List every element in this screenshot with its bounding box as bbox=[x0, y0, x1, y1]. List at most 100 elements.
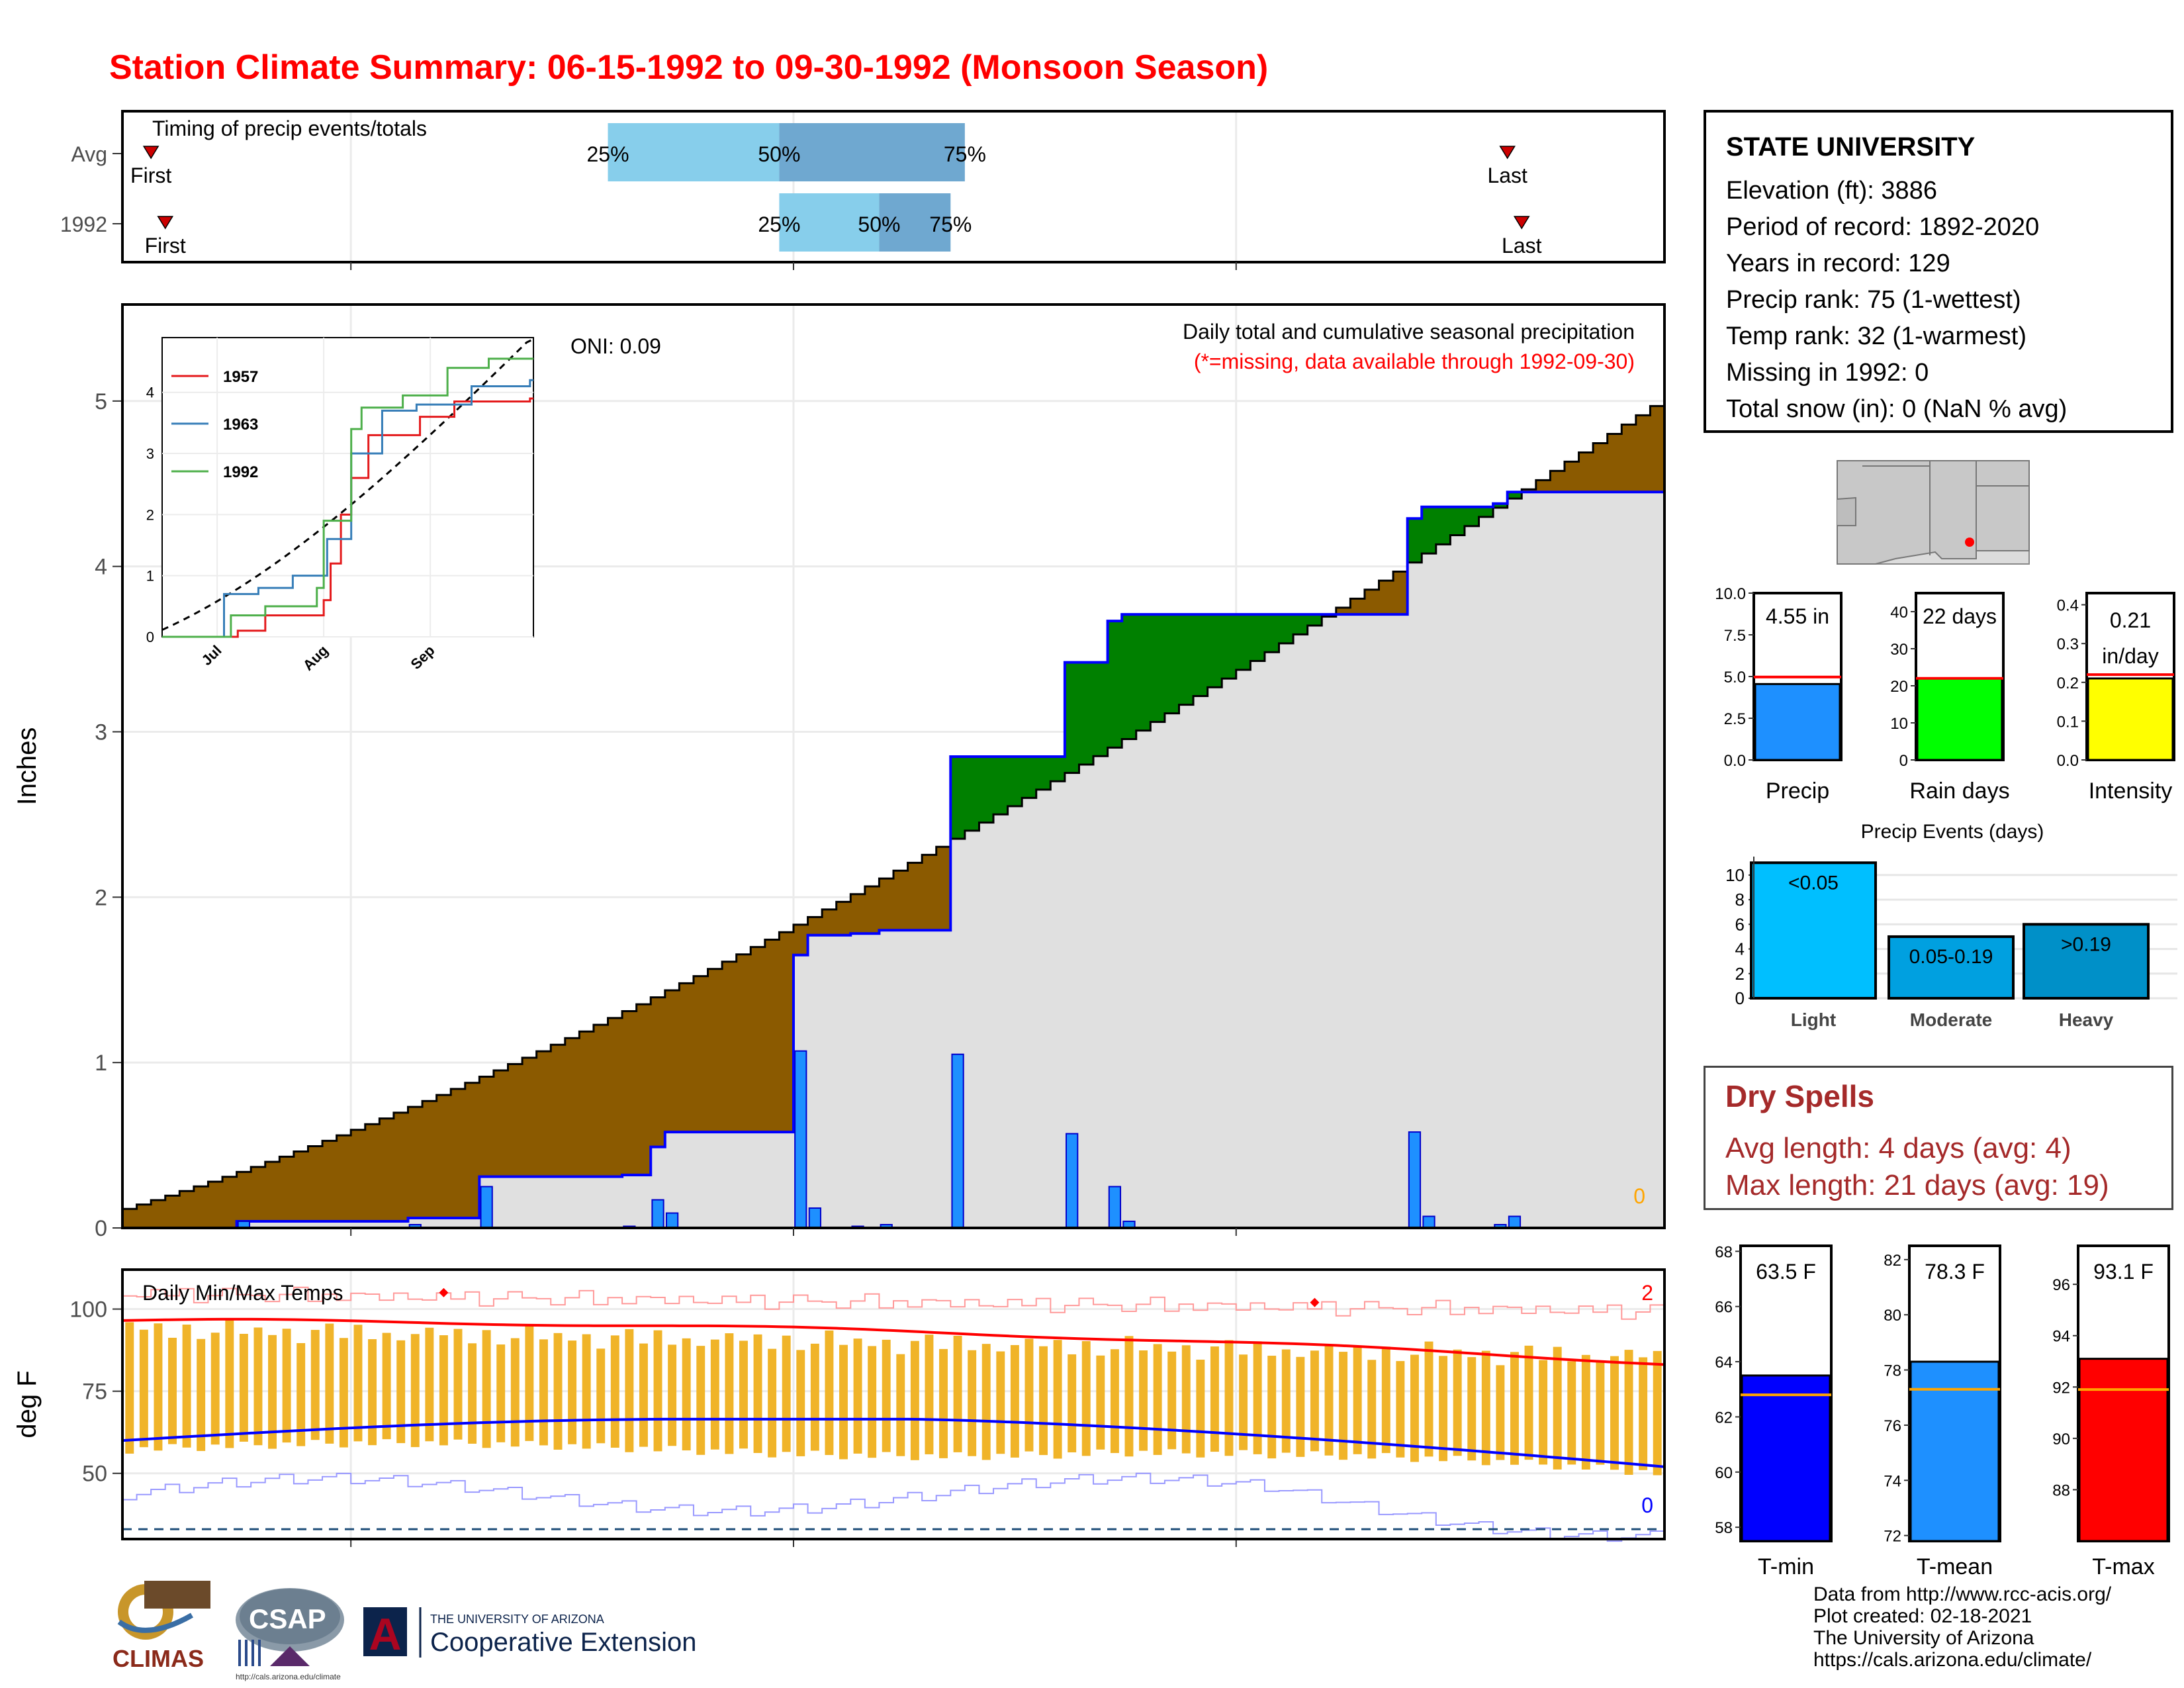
temp-record-max-line bbox=[122, 1286, 1664, 1320]
dry-spells-avg: Avg length: 4 days (avg: 4) bbox=[1725, 1132, 2071, 1164]
events-bar-range-heavy: >0.19 bbox=[2061, 933, 2111, 955]
temp-daily-bar bbox=[1096, 1355, 1105, 1450]
precip-above-avg-fill bbox=[950, 492, 1522, 839]
temp-daily-bar bbox=[1553, 1346, 1562, 1470]
temp-daily-bar bbox=[1024, 1338, 1034, 1452]
temp-daily-bar bbox=[696, 1346, 705, 1455]
temp-daily-bar bbox=[396, 1340, 406, 1444]
temp-daily-bar bbox=[1381, 1346, 1390, 1454]
temp-daily-bar bbox=[1210, 1346, 1219, 1452]
summary-tick-label: 40 bbox=[1890, 604, 1908, 622]
timing-frame bbox=[121, 110, 1666, 263]
events-bar-label-heavy: Heavy bbox=[2059, 1009, 2114, 1030]
temp-daily-bar bbox=[1081, 1341, 1091, 1456]
timing-last-marker bbox=[1513, 216, 1530, 230]
temp-daily-bar bbox=[1539, 1360, 1548, 1465]
credit-website: https://cals.arizona.edu/climate/ bbox=[1813, 1649, 2092, 1671]
timing-q50-label: 50% bbox=[758, 142, 800, 166]
temp-daily-bar bbox=[725, 1333, 734, 1454]
summary-bar-1 bbox=[1916, 677, 2003, 761]
temp-daily-bar bbox=[882, 1339, 891, 1452]
temp-daily-bar bbox=[925, 1335, 934, 1454]
temp-daily-bar bbox=[1010, 1344, 1019, 1458]
summary-bar-2 bbox=[2087, 677, 2174, 761]
summary-tick-label: 0.1 bbox=[2057, 713, 2079, 731]
temp-daily-bar bbox=[1267, 1356, 1277, 1459]
page-title: Station Climate Summary: 06-15-1992 to 0… bbox=[109, 48, 1269, 87]
inset-y-tick-label: 3 bbox=[146, 445, 154, 462]
tempbar-tick-label: 94 bbox=[2052, 1328, 2070, 1346]
inset-y-tick-label: 1 bbox=[146, 568, 154, 585]
station-period: Period of record: 1892-2020 bbox=[1726, 213, 2040, 241]
temp-daily-bar bbox=[896, 1354, 905, 1456]
temp-daily-bar bbox=[439, 1335, 448, 1446]
events-bar-moderate bbox=[1888, 935, 2015, 1000]
climas-logo: CLIMAS bbox=[113, 1581, 210, 1672]
summary-bar-0 bbox=[1754, 682, 1841, 761]
tempbar-tick-label: 96 bbox=[2052, 1276, 2070, 1294]
timing-bar-q25-q50 bbox=[779, 193, 880, 252]
summary-bar-label-0: Precip bbox=[1766, 778, 1829, 804]
temp-daily-bar bbox=[582, 1334, 591, 1449]
events-bar-range-light: <0.05 bbox=[1788, 872, 1839, 894]
temp-daily-bar bbox=[368, 1339, 377, 1446]
precip-y-tick-label: 0 bbox=[95, 1216, 107, 1241]
temp-daily-bar bbox=[1367, 1360, 1377, 1459]
temp-daily-bar bbox=[1424, 1341, 1433, 1457]
temp-daily-bar bbox=[1153, 1344, 1162, 1455]
precip-observed-area bbox=[122, 492, 1664, 1228]
tempbar-tick-label: 72 bbox=[1884, 1528, 1901, 1546]
tempbar-tick-label: 66 bbox=[1715, 1299, 1733, 1317]
inset-series-line-1957 bbox=[162, 397, 533, 638]
dry-spells-box: Dry Spells Avg length: 4 days (avg: 4) M… bbox=[1704, 1066, 2173, 1210]
credits: Data from http://www.rcc-acis.org/ Plot … bbox=[1813, 1583, 2111, 1671]
summary-tick-label: 30 bbox=[1890, 641, 1908, 659]
temp-daily-bar bbox=[282, 1329, 291, 1443]
temp-daily-bar bbox=[225, 1319, 234, 1448]
precip-y-axis-title: Inches bbox=[13, 727, 42, 806]
timing-bar-q25-q50 bbox=[608, 123, 780, 181]
temp-daily-bar bbox=[939, 1348, 948, 1458]
temp-daily-bar bbox=[968, 1350, 977, 1456]
tempbar-bar-0 bbox=[1741, 1374, 1831, 1542]
temp-daily-bar bbox=[1639, 1357, 1648, 1470]
precip-daily-bar bbox=[480, 1186, 493, 1229]
temp-daily-bar bbox=[596, 1348, 606, 1444]
station-missing: Missing in 1992: 0 bbox=[1726, 359, 1929, 387]
temp-daily-bar bbox=[296, 1342, 306, 1446]
temp-daily-bar bbox=[910, 1340, 919, 1460]
temp-daily-bar bbox=[168, 1337, 177, 1444]
precip-daily-bar bbox=[951, 1053, 964, 1229]
precip-oni-label: ONI: 0.09 bbox=[570, 334, 661, 358]
station-years: Years in record: 129 bbox=[1726, 250, 1950, 277]
precip-daily-bar bbox=[1422, 1215, 1435, 1229]
csap-url: http://cals.arizona.edu/climate bbox=[236, 1672, 341, 1681]
temp-daily-bar bbox=[182, 1324, 191, 1448]
inset-y-tick-label: 4 bbox=[146, 385, 154, 401]
temp-y-tick-label: 50 bbox=[82, 1462, 107, 1487]
timing-label: Timing of precip events/totals bbox=[152, 117, 427, 140]
summary-bar-label-1: Rain days bbox=[1909, 778, 2009, 804]
temp-daily-bar bbox=[639, 1343, 648, 1447]
precip-y-tick-label: 5 bbox=[95, 389, 107, 414]
temp-daily-bar bbox=[1581, 1354, 1590, 1470]
timing-q25-label: 25% bbox=[586, 142, 629, 166]
events-tick-label: 4 bbox=[1735, 939, 1745, 959]
summary-value-label-2: 0.21 bbox=[2110, 608, 2151, 632]
temp-daily-bar bbox=[1039, 1346, 1048, 1456]
temp-daily-bar bbox=[210, 1333, 220, 1445]
events-tick-label: 0 bbox=[1735, 988, 1745, 1008]
timing-q50-label: 50% bbox=[858, 212, 900, 236]
temp-daily-bar bbox=[1324, 1344, 1334, 1456]
temp-summary-bars: 58 60 62 64 66 68 63.5 F T-min 72 74 76 78 80 82 78.3 … bbox=[1715, 1243, 2170, 1579]
temp-daily-bar bbox=[1296, 1356, 1305, 1457]
tempbar-tick-label: 80 bbox=[1884, 1307, 1901, 1325]
temp-daily-bar bbox=[410, 1334, 420, 1448]
summary-tick-label: 20 bbox=[1890, 678, 1908, 696]
temp-daily-bar bbox=[339, 1338, 348, 1448]
inset-frame bbox=[161, 337, 534, 637]
temp-daily-bar bbox=[1224, 1340, 1234, 1456]
summary-value-label-0: 4.55 in bbox=[1766, 604, 1829, 628]
temp-daily-bar bbox=[525, 1325, 534, 1441]
events-tick-label: 2 bbox=[1735, 964, 1745, 984]
